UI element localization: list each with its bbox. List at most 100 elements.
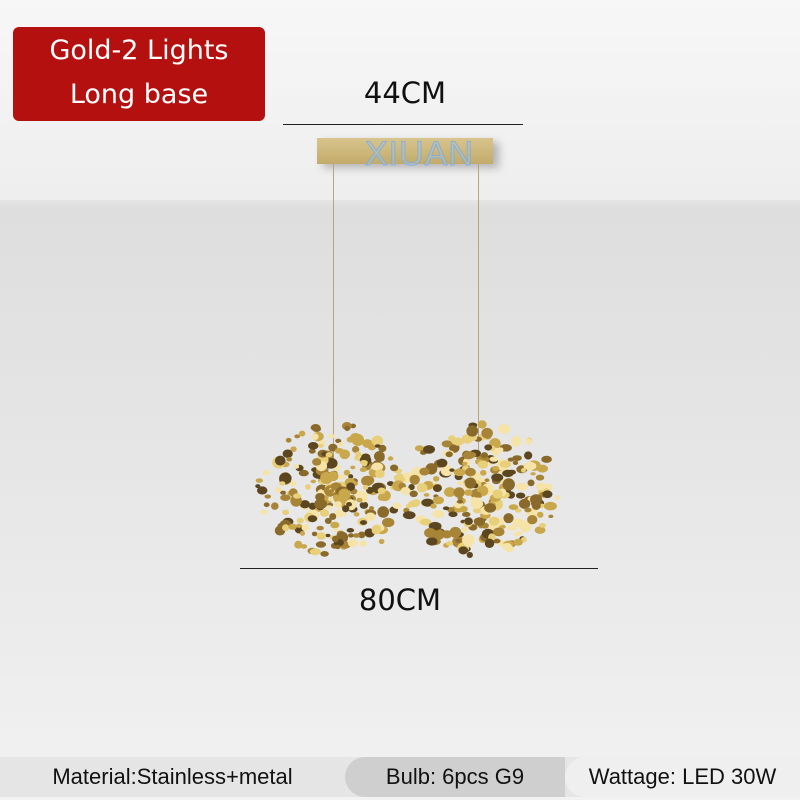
cluster-disc: [512, 460, 519, 465]
cluster-disc: [541, 455, 552, 463]
cluster-disc: [464, 467, 476, 477]
cord-left: [333, 164, 334, 464]
cluster-disc: [443, 487, 456, 498]
cluster-disc: [419, 467, 430, 476]
cluster-disc: [416, 483, 428, 493]
cluster-disc: [477, 460, 489, 469]
cluster-disc: [279, 481, 286, 486]
cluster-disc: [351, 445, 360, 453]
cluster-disc: [542, 490, 553, 499]
cluster-disc: [488, 516, 500, 526]
cluster-disc: [405, 503, 412, 509]
cluster-disc: [264, 494, 272, 499]
cluster-disc: [256, 486, 268, 495]
cluster-disc: [492, 466, 500, 472]
cluster-disc: [520, 468, 527, 473]
cluster-disc: [389, 464, 399, 472]
cluster-disc: [282, 524, 290, 532]
cluster-disc: [312, 458, 322, 466]
cluster-disc: [311, 531, 318, 537]
cluster-disc: [280, 490, 287, 495]
cluster-disc: [423, 445, 436, 454]
cluster-disc: [351, 433, 365, 447]
cluster-disc: [331, 535, 339, 543]
cluster-disc: [320, 471, 333, 484]
cluster-disc: [314, 498, 328, 510]
cluster-disc: [420, 518, 432, 526]
cluster-disc: [402, 473, 409, 478]
cluster-disc: [409, 490, 418, 498]
cluster-disc: [346, 528, 355, 533]
cluster-disc: [328, 489, 334, 494]
cluster-disc: [285, 437, 292, 443]
cluster-disc: [512, 518, 525, 528]
cluster-disc: [455, 538, 462, 543]
cluster-disc: [359, 520, 368, 525]
cluster-disc: [334, 501, 342, 509]
cluster-disc: [513, 538, 523, 546]
cluster-disc: [524, 438, 532, 445]
cluster-disc: [484, 478, 490, 483]
cluster-disc: [326, 505, 333, 510]
cluster-disc: [371, 462, 384, 471]
cluster-disc: [459, 505, 468, 513]
cluster-disc: [359, 501, 369, 509]
cluster-disc: [497, 447, 504, 453]
cluster-disc: [530, 472, 536, 476]
cluster-disc: [319, 509, 330, 517]
cluster-disc: [537, 511, 544, 518]
cluster-disc: [535, 474, 545, 481]
cluster-disc: [457, 481, 464, 486]
cluster-disc: [288, 523, 297, 530]
cluster-disc: [402, 511, 416, 520]
cluster-disc: [464, 489, 473, 496]
cluster-disc: [473, 517, 486, 526]
variant-badge: Gold-2 Lights Long base: [13, 27, 265, 121]
spec-material: Material:Stainless+metal: [0, 757, 345, 797]
cluster-disc: [530, 494, 543, 505]
cluster-disc: [332, 528, 339, 532]
cluster-disc: [423, 493, 430, 497]
cluster-disc: [484, 503, 497, 513]
cluster-disc: [348, 474, 354, 479]
cluster-disc: [461, 433, 473, 444]
cluster-disc: [325, 452, 333, 458]
cluster-disc: [499, 460, 512, 468]
cluster-disc: [308, 448, 316, 454]
cluster-disc: [312, 426, 322, 432]
cluster-disc: [378, 538, 385, 545]
cluster-disc: [316, 532, 326, 540]
cluster-disc: [440, 465, 453, 477]
cluster-disc: [334, 447, 344, 454]
cluster-disc: [316, 525, 324, 531]
cluster-disc: [492, 489, 503, 499]
cluster-disc: [498, 424, 511, 434]
cluster-disc: [293, 464, 300, 469]
cluster-disc: [472, 507, 483, 514]
cluster-disc: [320, 550, 329, 557]
cluster-disc: [387, 456, 394, 461]
cluster-disc: [275, 486, 282, 493]
top-dimension-line: [283, 124, 523, 125]
cluster-disc: [535, 482, 547, 491]
cluster-disc: [294, 434, 301, 439]
cluster-disc: [527, 515, 538, 525]
cluster-disc: [377, 493, 387, 501]
cluster-disc: [502, 478, 515, 491]
cluster-disc: [279, 472, 292, 484]
cluster-disc: [342, 505, 350, 513]
cluster-disc: [523, 461, 537, 471]
cord-right: [478, 164, 479, 464]
cluster-disc: [470, 496, 481, 506]
cluster-disc: [432, 484, 442, 492]
cluster-disc: [309, 548, 321, 556]
cluster-disc: [451, 437, 465, 446]
cluster-disc: [480, 452, 488, 459]
cluster-disc: [328, 497, 334, 502]
cluster-disc: [299, 500, 311, 509]
cluster-disc: [344, 425, 351, 431]
cluster-disc: [516, 482, 528, 491]
cluster-disc: [255, 484, 261, 489]
cluster-disc: [310, 479, 316, 484]
